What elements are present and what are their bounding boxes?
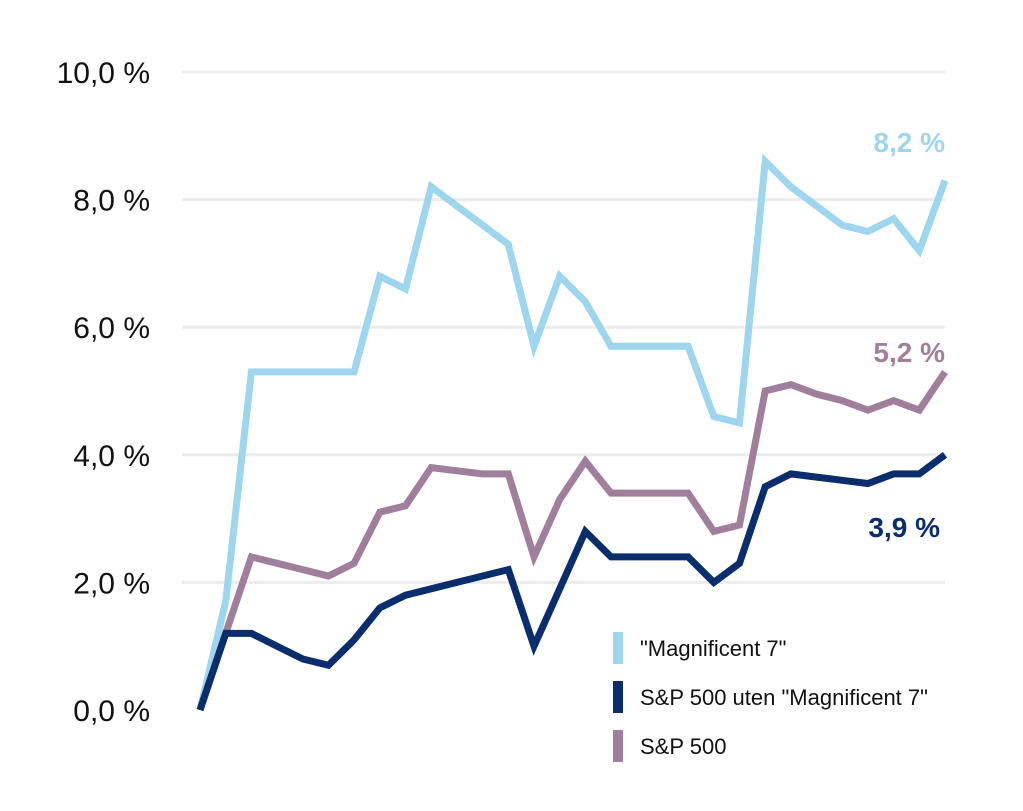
y-axis-ticks: 0,0 % 2,0 % 4,0 % 6,0 % 8,0 % 10,0 % [57, 57, 150, 728]
legend-swatch-2 [613, 730, 623, 762]
legend-swatch-1 [613, 681, 623, 713]
legend-label-2: S&P 500 [640, 734, 726, 759]
y-tick-label: 4,0 % [73, 440, 150, 473]
series-line-1 [196, 451, 948, 712]
series-lines [196, 153, 949, 712]
legend-swatch-0 [613, 632, 623, 664]
end-labels: 8,2 % 5,2 % 3,9 % [868, 127, 945, 543]
end-label-1: 3,9 % [868, 512, 940, 543]
series-line-2 [196, 369, 948, 712]
y-tick-label: 8,0 % [73, 185, 150, 218]
series-line-0 [196, 153, 949, 711]
y-tick-label: 6,0 % [73, 312, 150, 345]
legend-label-1: S&P 500 uten "Magnificent 7" [640, 685, 928, 710]
y-tick-label: 0,0 % [73, 695, 150, 728]
end-label-0: 8,2 % [873, 127, 945, 158]
legend-label-0: "Magnificent 7" [640, 636, 786, 661]
y-tick-label: 2,0 % [73, 567, 150, 600]
y-tick-label: 10,0 % [57, 57, 150, 90]
legend: "Magnificent 7" S&P 500 uten "Magnificent… [613, 632, 928, 762]
end-label-2: 5,2 % [873, 337, 945, 368]
gridlines [182, 70, 945, 584]
